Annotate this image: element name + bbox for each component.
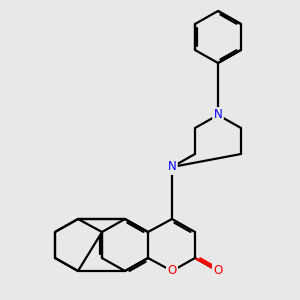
Text: N: N — [168, 160, 176, 173]
Text: O: O — [213, 265, 223, 278]
Text: O: O — [167, 265, 177, 278]
Text: N: N — [214, 109, 222, 122]
